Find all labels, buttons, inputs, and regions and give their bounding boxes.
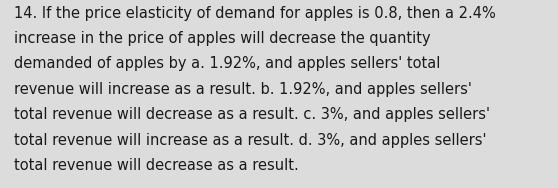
- Text: total revenue will decrease as a result. c. 3%, and apples sellers': total revenue will decrease as a result.…: [14, 107, 490, 122]
- Text: total revenue will decrease as a result.: total revenue will decrease as a result.: [14, 158, 299, 173]
- Text: demanded of apples by a. 1.92%, and apples sellers' total: demanded of apples by a. 1.92%, and appl…: [14, 56, 440, 71]
- Text: revenue will increase as a result. b. 1.92%, and apples sellers': revenue will increase as a result. b. 1.…: [14, 82, 472, 97]
- Text: total revenue will increase as a result. d. 3%, and apples sellers': total revenue will increase as a result.…: [14, 133, 487, 148]
- Text: increase in the price of apples will decrease the quantity: increase in the price of apples will dec…: [14, 31, 431, 46]
- Text: 14. If the price elasticity of demand for apples is 0.8, then a 2.4%: 14. If the price elasticity of demand fo…: [14, 6, 496, 21]
